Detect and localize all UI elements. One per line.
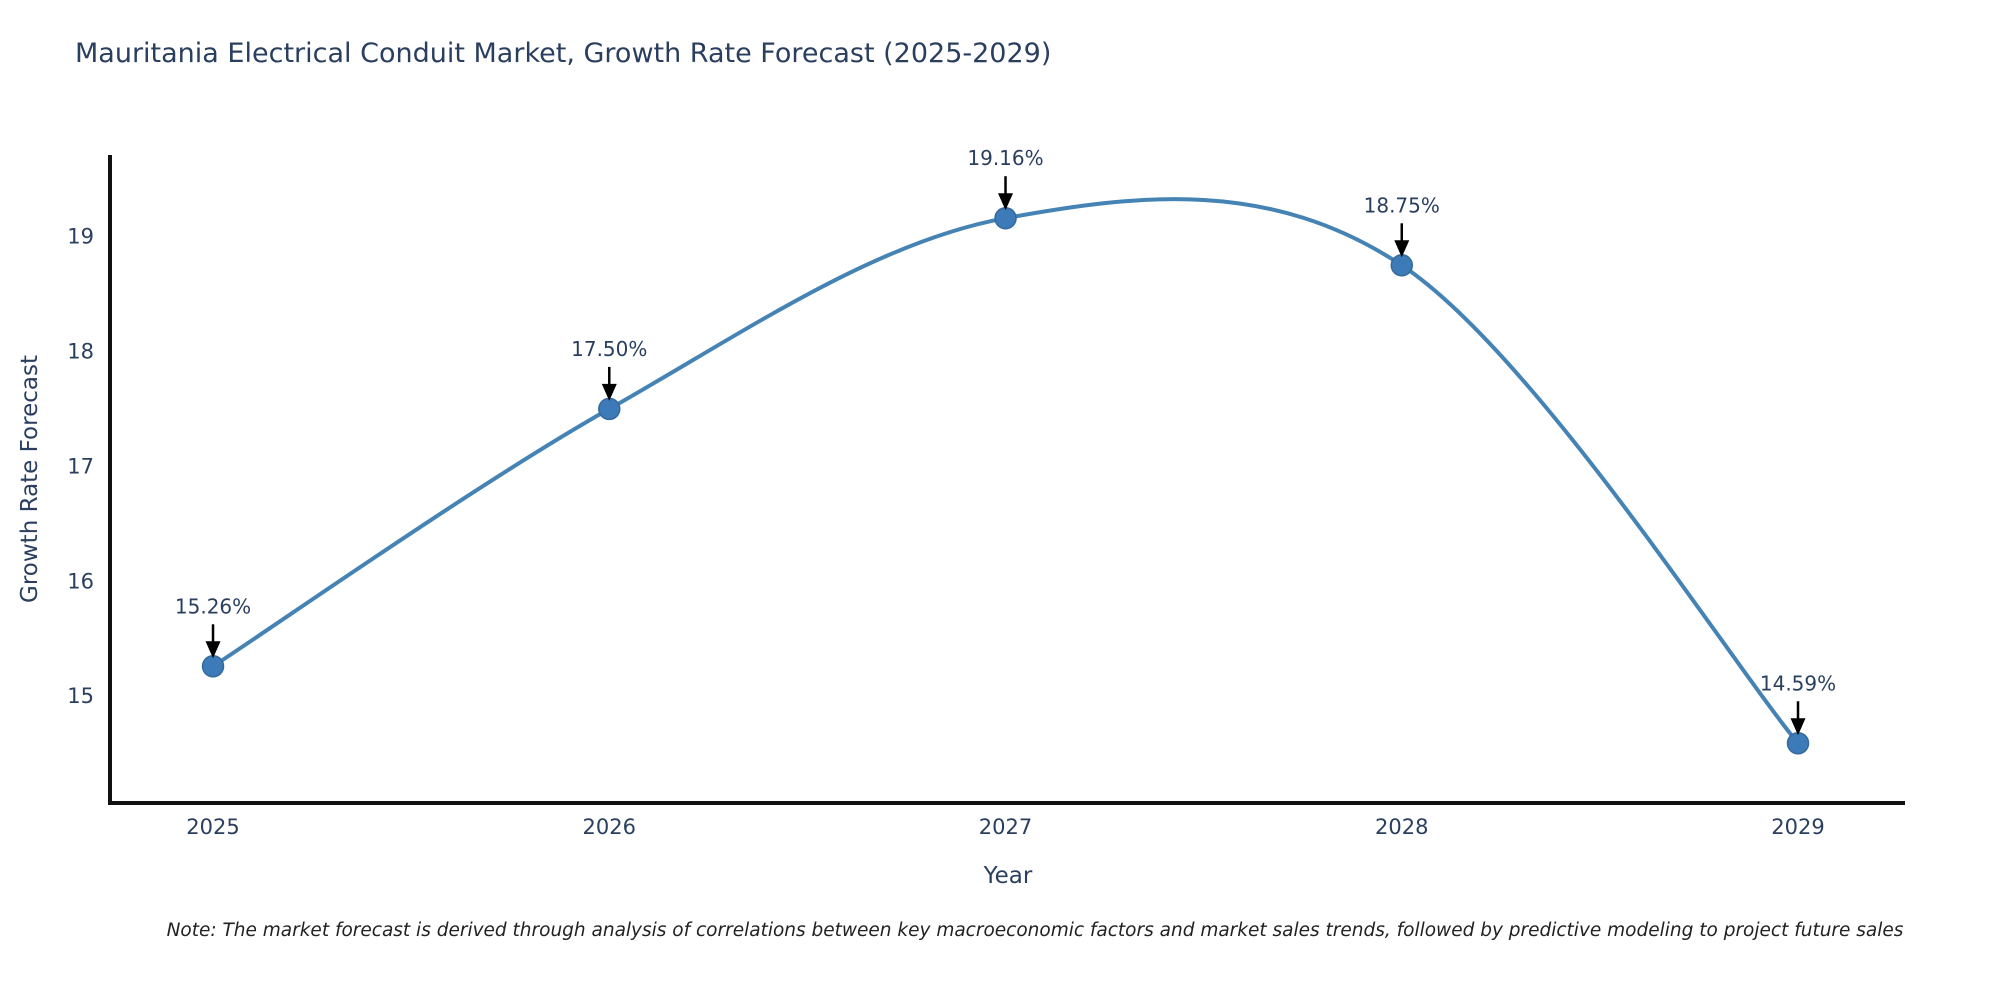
annotation-arrowhead-icon [1394,240,1410,258]
annotation: 14.59% [1760,671,1836,736]
x-axis-title: Year [983,863,1033,889]
y-tick-label: 17 [67,454,94,478]
y-tick-label: 16 [67,569,94,593]
data-point-marker [1786,732,1810,755]
annotation-arrowhead-icon [1790,718,1806,736]
annotation: 15.26% [175,594,251,659]
y-axis-title: Growth Rate Forecast [17,355,43,603]
annotation-arrowhead-icon [205,641,221,659]
data-point-marker [994,206,1017,230]
annotation-label: 15.26% [175,594,251,618]
annotation-label: 14.59% [1760,671,1836,695]
x-tick-label: 2027 [979,815,1032,839]
annotation: 17.50% [571,337,647,401]
y-tick-label: 18 [67,339,94,363]
x-tick-label: 2025 [186,815,239,839]
y-tick-label: 15 [67,684,94,708]
annotation-label: 19.16% [967,146,1043,170]
series-line [211,197,1801,746]
x-tick-label: 2026 [583,815,636,839]
x-tick-label: 2029 [1771,815,1824,839]
chart-title: Mauritania Electrical Conduit Market, Gr… [75,38,1052,69]
data-point-marker [201,655,225,678]
annotation-arrowhead-icon [601,383,617,401]
data-point-marker [1390,254,1414,277]
annotation: 19.16% [967,146,1044,211]
x-tick-label: 2028 [1375,815,1428,839]
data-point-marker [598,397,621,421]
annotation-label: 18.75% [1364,193,1440,217]
y-tick-label: 19 [67,225,94,249]
footnote: Note: The market forecast is derived thr… [166,920,1904,941]
annotation-arrowhead-icon [998,193,1014,211]
annotation: 18.75% [1364,193,1440,258]
annotation-label: 17.50% [571,337,647,361]
